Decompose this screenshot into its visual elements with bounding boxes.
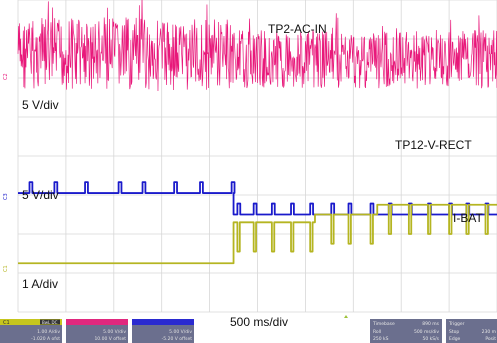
channel-c3-panel[interactable]: 5.00 V/div -5.20 V offset: [132, 319, 194, 343]
c3-offset: -5.20 V offset: [162, 336, 193, 342]
timebase-title: Timebase: [372, 321, 395, 327]
trigger-title: Trigger: [448, 321, 465, 327]
timebase-sample-rate: 50 kS/s: [423, 336, 440, 342]
trace-label-tp2-ac-in: TP2-AC-IN: [268, 22, 327, 36]
trace-label-i-bat: I-BAT: [453, 211, 483, 225]
scale-label-c1: 1 A/div: [22, 277, 58, 291]
channel-marker-c3: C3: [3, 193, 9, 200]
c1-offset: -1.020 A ofst: [31, 336, 60, 342]
channel-marker-c1: C1: [3, 265, 9, 272]
scale-label-c3: 5 V/div: [22, 188, 59, 202]
c1-scale: 1.00 A/div: [37, 329, 60, 335]
timebase-samples: 250 kS: [373, 336, 389, 342]
trigger-panel[interactable]: Trigger Stop Edge 230 m Posit: [446, 319, 497, 343]
c2-scale: 5.00 V/div: [103, 329, 126, 335]
scale-label-c2: 5 V/div: [22, 98, 59, 112]
trace-label-tp12-v-rect: TP12-V-RECT: [395, 138, 472, 152]
trigger-level: 230 m: [482, 329, 496, 335]
trace-tp2-ac-in: [17, 0, 497, 92]
c3-scale: 5.00 V/div: [169, 329, 192, 335]
time-division-label: 500 ms/div: [230, 315, 288, 329]
trigger-stop: Stop: [449, 329, 459, 335]
timebase-panel[interactable]: Timebase 890 ms Roll 500 ms/div 250 kS 5…: [370, 319, 442, 343]
trace-i-bat: [18, 203, 497, 265]
trigger-position-marker: [344, 315, 348, 318]
trigger-slope: Posit: [485, 336, 496, 342]
channel-marker-c2: C2: [3, 73, 9, 80]
c2-offset: 10.00 V offset: [94, 336, 126, 342]
channel-c2-panel[interactable]: 5.00 V/div 10.00 V offset: [66, 319, 128, 343]
c1-mode: BwL DC: [42, 320, 58, 325]
channel-c1-panel[interactable]: C1 BwL DC 1.00 A/div -1.020 A ofst: [0, 319, 62, 343]
timebase-value: 890 ms: [422, 321, 439, 327]
trigger-edge: Edge: [449, 336, 461, 342]
timebase-rate: 500 ms/div: [414, 329, 439, 335]
timebase-roll: Roll: [373, 329, 381, 335]
c1-name: C1: [3, 320, 10, 326]
